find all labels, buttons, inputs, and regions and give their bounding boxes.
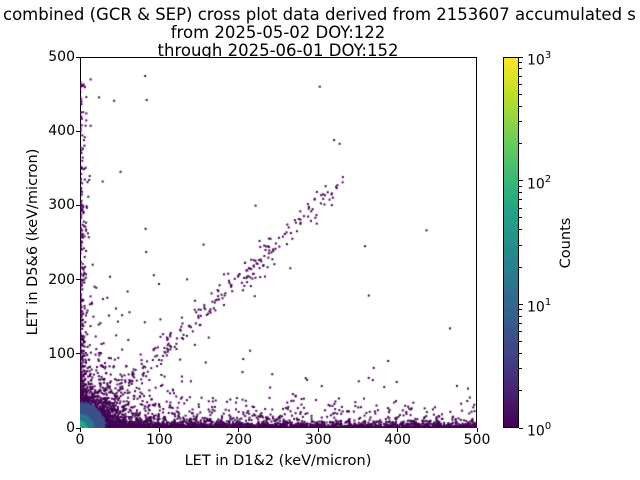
colorbar-tick-label: 100 <box>527 421 552 440</box>
colorbar-minor-tick <box>519 83 522 85</box>
colorbar <box>503 57 519 428</box>
y-tick <box>76 204 80 206</box>
colorbar-minor-tick <box>519 62 522 64</box>
colorbar-minor-tick <box>519 217 522 219</box>
x-tick <box>158 428 160 432</box>
y-tick-label: 500 <box>48 49 75 65</box>
colorbar-minor-tick <box>519 142 522 144</box>
colorbar-minor-tick <box>519 121 522 123</box>
x-tick <box>238 428 240 432</box>
y-tick <box>76 279 80 281</box>
x-tick-label: 0 <box>75 432 85 448</box>
scatter-points-canvas <box>80 57 477 428</box>
y-tick-label: 0 <box>66 420 75 436</box>
chart-title: combined (GCR & SEP) cross plot data der… <box>3 5 636 24</box>
colorbar-minor-tick <box>519 390 522 392</box>
colorbar-minor-tick <box>519 75 522 77</box>
colorbar-minor-tick <box>519 185 522 187</box>
y-tick-label: 300 <box>48 197 75 214</box>
x-tick-label: 400 <box>384 432 411 448</box>
x-tick-label: 100 <box>146 432 173 448</box>
y-tick-label: 400 <box>48 123 75 140</box>
chart-subtitle-through: through 2025-06-01 DOY:152 <box>157 41 399 60</box>
colorbar-minor-tick <box>519 266 522 268</box>
x-axis-label: LET in D1&2 (keV/micron) <box>184 453 372 469</box>
y-tick <box>76 353 80 355</box>
colorbar-minor-tick <box>519 315 522 317</box>
y-axis-label: LET in D5&6 (keV/micron) <box>25 148 41 336</box>
x-tick-label: 500 <box>463 432 491 448</box>
colorbar-major-tick <box>519 427 523 429</box>
y-tick-label: 200 <box>48 271 75 288</box>
colorbar-minor-tick <box>519 309 522 311</box>
y-tick <box>76 130 80 132</box>
colorbar-major-tick <box>519 303 523 305</box>
chart-subtitle-from: from 2025-05-02 DOY:122 <box>170 23 386 42</box>
colorbar-minor-tick <box>519 229 522 231</box>
y-tick-label: 100 <box>48 345 75 362</box>
colorbar-minor-tick <box>519 244 522 246</box>
colorbar-label: Counts <box>558 217 574 269</box>
x-tick <box>476 428 478 432</box>
colorbar-tick-label: 102 <box>527 173 552 193</box>
colorbar-minor-tick <box>519 207 522 209</box>
colorbar-minor-tick <box>519 199 522 201</box>
colorbar-major-tick <box>519 180 523 182</box>
colorbar-minor-tick <box>519 93 522 95</box>
colorbar-tick-label: 101 <box>527 297 552 316</box>
y-tick <box>76 427 80 429</box>
colorbar-major-tick <box>519 56 523 58</box>
x-tick <box>79 428 81 432</box>
colorbar-minor-tick <box>519 341 522 343</box>
colorbar-minor-tick <box>519 105 522 107</box>
x-tick <box>317 428 319 432</box>
x-tick <box>397 428 399 432</box>
x-tick-label: 200 <box>225 432 253 448</box>
colorbar-minor-tick <box>519 322 522 324</box>
colorbar-minor-tick <box>519 68 522 70</box>
colorbar-tick-label: 103 <box>527 50 552 69</box>
colorbar-minor-tick <box>519 353 522 355</box>
colorbar-minor-tick <box>519 368 522 370</box>
colorbar-minor-tick <box>519 331 522 333</box>
colorbar-minor-tick <box>519 192 522 194</box>
y-tick <box>76 56 80 58</box>
x-tick-label: 300 <box>304 432 332 448</box>
